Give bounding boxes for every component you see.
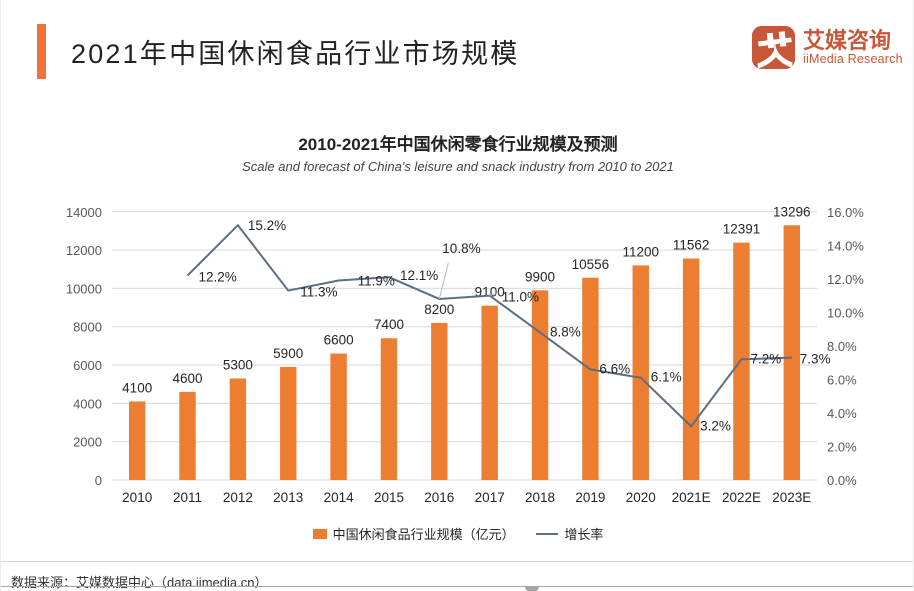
svg-text:9900: 9900 <box>525 269 555 284</box>
svg-text:6.0%: 6.0% <box>827 372 857 387</box>
svg-text:6000: 6000 <box>73 358 102 373</box>
svg-text:10.0%: 10.0% <box>827 305 864 320</box>
svg-text:8.8%: 8.8% <box>550 325 581 340</box>
svg-text:11.9%: 11.9% <box>358 274 395 289</box>
svg-text:2019: 2019 <box>575 490 605 505</box>
svg-text:12.1%: 12.1% <box>400 268 438 283</box>
svg-text:4600: 4600 <box>172 371 202 386</box>
svg-text:0: 0 <box>95 473 102 488</box>
svg-text:5300: 5300 <box>223 358 253 373</box>
svg-text:2023E: 2023E <box>772 490 811 505</box>
svg-text:7400: 7400 <box>374 317 404 332</box>
svg-text:2020: 2020 <box>626 490 656 505</box>
svg-text:2012: 2012 <box>223 490 253 505</box>
svg-text:12.2%: 12.2% <box>199 270 237 285</box>
svg-text:6600: 6600 <box>324 333 354 348</box>
svg-text:11.0%: 11.0% <box>502 290 539 305</box>
svg-text:6.6%: 6.6% <box>599 361 630 376</box>
svg-text:2014: 2014 <box>324 490 355 505</box>
svg-text:8200: 8200 <box>424 302 454 317</box>
svg-text:9100: 9100 <box>475 285 505 300</box>
svg-text:14000: 14000 <box>66 205 102 220</box>
svg-text:2000: 2000 <box>73 435 102 450</box>
svg-text:2022E: 2022E <box>722 490 761 505</box>
svg-text:7.3%: 7.3% <box>800 352 831 367</box>
svg-text:2015: 2015 <box>374 490 404 505</box>
svg-text:16.0%: 16.0% <box>827 205 864 220</box>
svg-text:4100: 4100 <box>122 381 152 396</box>
svg-text:10556: 10556 <box>572 257 610 272</box>
svg-text:7.2%: 7.2% <box>751 351 782 366</box>
svg-text:2017: 2017 <box>475 490 505 505</box>
svg-text:4.0%: 4.0% <box>827 406 857 421</box>
svg-text:2018: 2018 <box>525 490 555 505</box>
svg-text:2.0%: 2.0% <box>827 439 857 454</box>
svg-text:11562: 11562 <box>673 238 710 253</box>
svg-text:3.2%: 3.2% <box>700 418 731 433</box>
svg-text:4000: 4000 <box>73 396 102 411</box>
svg-text:0.0%: 0.0% <box>827 473 857 488</box>
svg-text:12391: 12391 <box>723 222 761 237</box>
svg-text:8000: 8000 <box>73 320 102 335</box>
svg-text:15.2%: 15.2% <box>248 218 286 233</box>
svg-text:10.8%: 10.8% <box>442 241 480 256</box>
svg-text:12.0%: 12.0% <box>827 272 864 287</box>
svg-text:2011: 2011 <box>173 490 202 505</box>
svg-text:6.1%: 6.1% <box>651 370 682 385</box>
svg-text:14.0%: 14.0% <box>827 238 864 253</box>
svg-text:2013: 2013 <box>273 490 303 505</box>
svg-text:13296: 13296 <box>773 204 811 219</box>
svg-text:5900: 5900 <box>273 346 303 361</box>
svg-text:12000: 12000 <box>66 243 102 258</box>
svg-text:11200: 11200 <box>623 244 660 259</box>
svg-text:2010: 2010 <box>122 490 152 505</box>
svg-text:2016: 2016 <box>424 490 454 505</box>
svg-text:11.3%: 11.3% <box>300 285 337 300</box>
svg-text:2021E: 2021E <box>672 490 711 505</box>
svg-text:8.0%: 8.0% <box>827 339 857 354</box>
svg-text:10000: 10000 <box>66 281 102 296</box>
